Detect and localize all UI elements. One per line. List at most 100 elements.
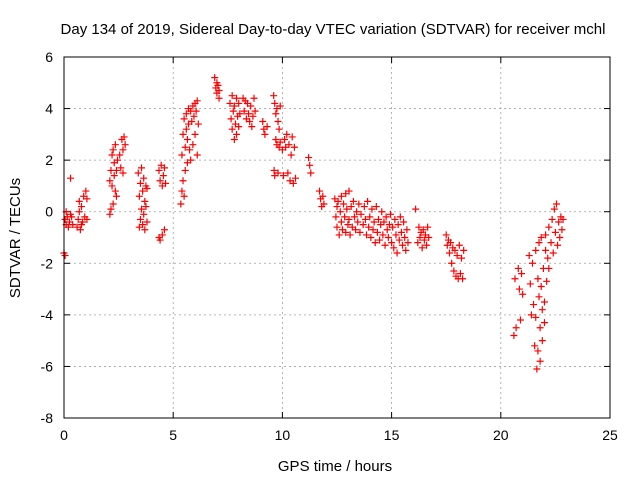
data-point <box>61 252 69 260</box>
data-point <box>397 228 405 236</box>
data-point <box>271 99 279 107</box>
data-point <box>272 136 280 144</box>
data-point <box>276 138 284 146</box>
data-point <box>279 172 287 180</box>
data-point <box>403 226 411 234</box>
data-point <box>236 110 244 118</box>
data-point <box>160 226 168 234</box>
data-point <box>182 125 190 133</box>
data-point <box>135 192 143 200</box>
data-point <box>341 213 349 221</box>
data-point <box>107 205 115 213</box>
data-point <box>79 218 87 226</box>
data-point <box>344 221 352 229</box>
data-point <box>116 151 124 159</box>
data-point <box>393 249 401 257</box>
data-point <box>538 306 546 314</box>
data-point <box>548 215 556 223</box>
data-point <box>456 270 464 278</box>
plot-frame <box>63 56 611 419</box>
data-point <box>251 107 259 115</box>
data-point <box>275 125 283 133</box>
data-point <box>369 226 377 234</box>
y-tick-label: -2 <box>41 255 54 271</box>
data-point <box>554 241 562 249</box>
data-point <box>332 213 340 221</box>
data-point <box>187 156 195 164</box>
data-point <box>250 94 258 102</box>
data-point <box>532 313 540 321</box>
x-tick-label: 25 <box>602 427 618 443</box>
data-point <box>160 164 168 172</box>
data-point <box>64 223 72 231</box>
data-point <box>306 161 314 169</box>
data-point <box>75 197 83 205</box>
data-point <box>415 223 423 231</box>
data-point <box>289 179 297 187</box>
data-point <box>335 231 343 239</box>
data-point <box>356 228 364 236</box>
data-point <box>319 192 327 200</box>
x-axis-title: GPS time / hours <box>278 458 392 475</box>
data-point <box>112 192 120 200</box>
data-point <box>343 205 351 213</box>
data-point <box>67 174 75 182</box>
x-tick-label: 20 <box>493 427 509 443</box>
data-point <box>108 151 116 159</box>
data-point <box>537 282 545 290</box>
data-point <box>345 215 353 223</box>
data-point <box>283 130 291 138</box>
data-point <box>248 123 256 131</box>
data-point <box>555 218 563 226</box>
data-point <box>138 205 146 213</box>
y-tick-label: 4 <box>45 101 53 117</box>
data-point <box>376 236 384 244</box>
data-point <box>534 275 542 283</box>
data-point <box>366 213 374 221</box>
data-point <box>162 179 170 187</box>
data-point <box>418 244 426 252</box>
data-point <box>559 215 567 223</box>
data-point <box>139 221 147 229</box>
data-point <box>423 241 431 249</box>
data-point <box>247 102 255 110</box>
data-point <box>190 112 198 120</box>
chart-title: Day 134 of 2019, Sidereal Day-to-day VTE… <box>61 21 606 38</box>
data-point <box>518 270 526 278</box>
data-point <box>334 197 342 205</box>
data-point <box>274 169 282 177</box>
data-point <box>556 234 564 241</box>
data-point <box>550 205 558 213</box>
data-point <box>543 277 551 285</box>
x-tick-label: 5 <box>169 427 177 443</box>
data-point <box>287 151 295 159</box>
data-point <box>404 239 412 247</box>
data-point <box>281 136 289 144</box>
data-point <box>337 218 345 226</box>
data-point <box>558 226 566 234</box>
data-point <box>537 234 545 241</box>
data-point <box>382 213 390 221</box>
data-point <box>352 226 360 234</box>
data-point <box>284 169 292 177</box>
data-point <box>333 203 341 211</box>
data-point <box>391 215 399 223</box>
data-point <box>235 99 243 107</box>
data-point <box>525 252 533 260</box>
data-point <box>511 275 519 283</box>
data-point <box>362 231 370 239</box>
data-point <box>516 316 524 324</box>
data-point <box>214 81 222 89</box>
data-point <box>345 187 353 195</box>
data-point <box>270 166 278 174</box>
data-point <box>383 226 391 234</box>
data-point <box>460 246 468 254</box>
data-point <box>365 223 373 231</box>
data-point <box>182 110 190 118</box>
data-point <box>526 280 534 288</box>
data-point <box>109 200 117 208</box>
data-point <box>193 97 201 105</box>
data-point <box>156 236 164 244</box>
data-point <box>186 146 194 154</box>
